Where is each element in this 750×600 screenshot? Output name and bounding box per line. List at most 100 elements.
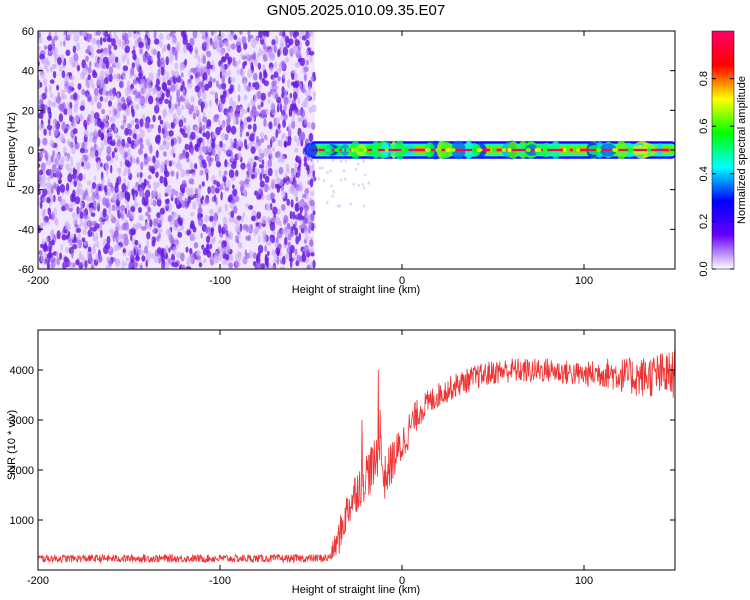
noise-blob [180,72,184,78]
noise-blob [140,161,144,171]
noise-blob [299,206,303,214]
noise-blob [248,205,254,210]
noise-blob [289,31,294,38]
signal-band-spot [646,148,652,152]
noise-blob [104,70,110,76]
noise-blob [46,67,49,73]
noise-blob [77,185,81,193]
noise-blob [178,119,184,128]
noise-blob [95,31,102,36]
noise-blob [41,238,45,245]
noise-blob [162,76,167,84]
noise-blob [100,142,104,152]
noise-blob [65,246,69,253]
noise-blob [107,132,113,137]
noise-blob [226,43,231,53]
noise-blob [288,95,291,105]
noise-blob [255,135,259,144]
noise-blob [237,139,243,146]
noise-blob [194,163,198,170]
noise-blob [185,127,189,135]
noise-blob [158,219,162,227]
noise-blob [293,188,299,198]
noise-blob [43,251,47,257]
noise-blob [52,45,56,53]
noise-blob [169,76,173,84]
noise-blob [107,91,110,99]
noise-blob [310,252,315,257]
noise-blob [291,115,295,122]
noise-blob [246,143,250,150]
noise-blob [263,71,268,79]
noise-blob [116,138,121,147]
noise-blob [124,152,127,161]
noise-blob [205,36,211,42]
noise-blob [307,85,312,94]
noise-blob [39,53,45,60]
noise-blob [51,239,55,246]
noise-blob [289,231,295,238]
noise-blob [117,193,123,202]
noise-blob [123,115,127,123]
noise-blob [214,187,220,194]
noise-blob [63,256,69,263]
noise-blob [291,73,295,80]
noise-blob [89,79,94,84]
noise-blob [340,178,343,182]
noise-blob [198,155,204,160]
noise-blob [196,138,201,148]
noise-blob [57,57,62,65]
noise-blob [238,113,244,119]
noise-blob [225,229,229,236]
noise-blob [235,224,241,233]
noise-blob [207,81,213,88]
noise-blob [106,154,111,162]
noise-blob [276,104,280,113]
noise-blob [234,219,240,225]
noise-blob [125,142,130,149]
noise-blob [179,97,186,102]
noise-blob [226,111,230,118]
noise-blob [267,99,271,104]
noise-blob [200,31,204,34]
noise-blob [40,181,47,188]
noise-blob [108,73,113,83]
noise-blob [202,140,206,146]
signal-band-spot [334,148,340,152]
noise-blob [188,70,192,78]
noise-blob [257,62,261,70]
noise-blob [245,224,249,233]
noise-blob [248,250,253,259]
noise-blob [294,248,298,256]
noise-blob [55,250,59,259]
noise-blob [165,88,171,98]
noise-blob [68,107,73,117]
noise-blob [119,80,124,89]
noise-blob [139,143,144,150]
noise-blob [274,216,280,226]
noise-blob [213,218,218,224]
noise-blob [294,162,297,170]
noise-blob [130,119,135,126]
noise-blob [211,131,216,140]
noise-blob [254,111,260,117]
noise-blob [149,165,155,173]
noise-blob [139,118,144,128]
noise-blob [93,243,97,248]
noise-blob [68,241,73,247]
noise-blob [144,245,148,254]
noise-blob [42,188,48,197]
noise-blob [211,64,216,72]
noise-blob [73,233,77,242]
noise-blob [120,160,123,168]
noise-blob [112,192,116,201]
noise-blob [254,92,258,102]
noise-blob [45,237,49,244]
noise-blob [165,244,169,253]
noise-blob [74,196,81,205]
noise-blob [214,31,217,36]
noise-blob [289,210,293,220]
noise-blob [272,206,278,215]
noise-blob [362,159,365,164]
noise-blob [99,121,105,130]
